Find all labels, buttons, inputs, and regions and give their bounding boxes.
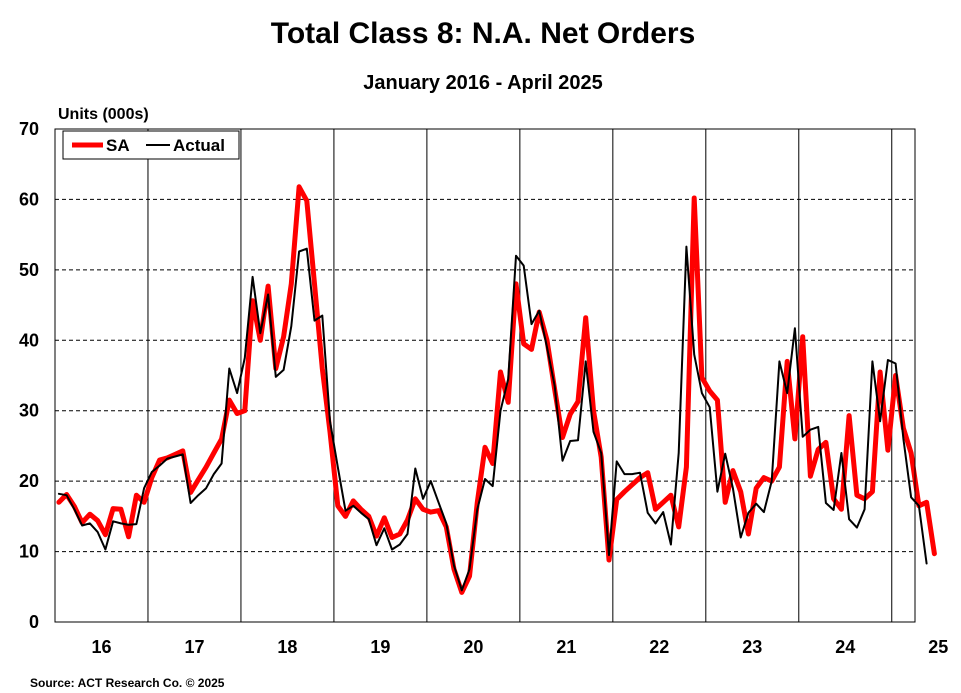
y-tick-label-70: 70 — [19, 119, 39, 139]
x-tick-label-24: 24 — [835, 637, 855, 657]
year-gridlines — [148, 129, 892, 622]
x-tick-label-21: 21 — [556, 637, 576, 657]
y-tick-label-10: 10 — [19, 542, 39, 562]
x-axis-ticks: 16 17 18 19 20 21 22 23 24 25 — [91, 637, 948, 657]
series-lines — [59, 187, 935, 593]
chart-title: Total Class 8: N.A. Net Orders — [271, 17, 696, 50]
x-tick-label-23: 23 — [742, 637, 762, 657]
x-tick-label-22: 22 — [649, 637, 669, 657]
y-tick-label-20: 20 — [19, 471, 39, 491]
x-tick-label-25: 25 — [928, 637, 948, 657]
x-tick-label-18: 18 — [277, 637, 297, 657]
y-tick-label-50: 50 — [19, 260, 39, 280]
source-note: Source: ACT Research Co. © 2025 — [30, 676, 225, 690]
chart-subtitle: January 2016 - April 2025 — [363, 72, 602, 94]
legend: SA Actual — [63, 131, 239, 159]
x-tick-label-16: 16 — [91, 637, 111, 657]
y-axis-label: Units (000s) — [58, 106, 149, 123]
y-axis-ticks: 0 10 20 30 40 50 60 70 — [19, 119, 39, 632]
y-tick-label-60: 60 — [19, 189, 39, 209]
y-tick-label-0: 0 — [29, 612, 39, 632]
y-tick-label-30: 30 — [19, 401, 39, 421]
x-tick-label-20: 20 — [463, 637, 483, 657]
legend-label-sa: SA — [106, 136, 130, 155]
net-orders-chart: Total Class 8: N.A. Net Orders January 2… — [0, 0, 961, 693]
x-tick-label-19: 19 — [370, 637, 390, 657]
y-tick-label-40: 40 — [19, 330, 39, 350]
series-line-sa — [59, 187, 935, 593]
x-tick-label-17: 17 — [184, 637, 204, 657]
legend-label-actual: Actual — [173, 136, 225, 155]
